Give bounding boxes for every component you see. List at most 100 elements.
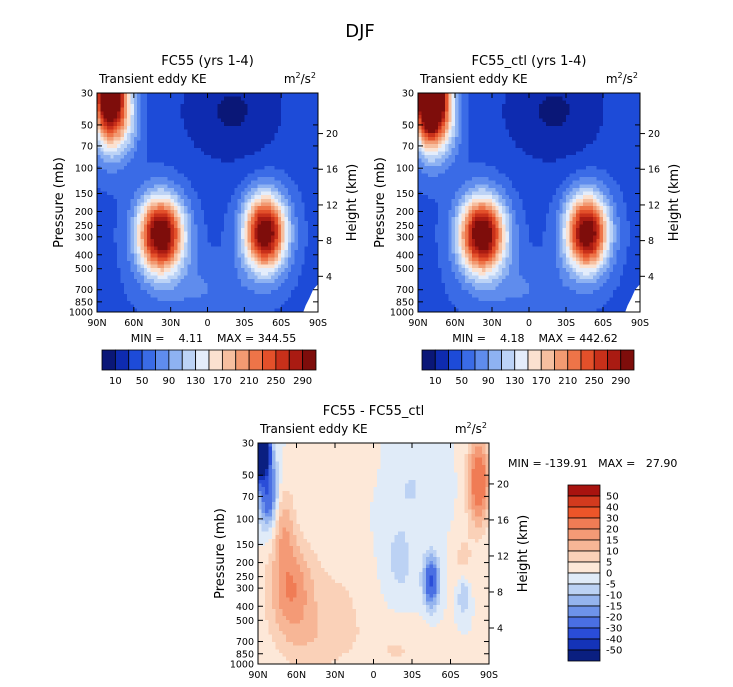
- contour-cell: [451, 136, 456, 142]
- contour-cell: [120, 166, 125, 171]
- contour-cell: [468, 184, 473, 189]
- contour-cell: [458, 260, 463, 266]
- contour-cell: [140, 100, 145, 105]
- contour-cell: [424, 144, 429, 149]
- contour-cell: [190, 136, 195, 142]
- contour-cell: [274, 246, 279, 251]
- contour-cell: [160, 279, 165, 284]
- contour-cell: [421, 308, 426, 313]
- contour-cell: [163, 271, 168, 277]
- contour-cell: [110, 301, 115, 306]
- contour-cell: [307, 239, 312, 244]
- contour-cell: [153, 166, 158, 171]
- contour-cell: [247, 282, 252, 288]
- contour-cell: [431, 114, 436, 120]
- contour-cell: [234, 206, 239, 211]
- contour-cell: [271, 264, 276, 269]
- contour-cell: [177, 151, 182, 156]
- contour-cell: [113, 202, 118, 207]
- contour-cell: [424, 257, 429, 262]
- contour-cell: [254, 275, 259, 280]
- contour-cell: [438, 231, 443, 236]
- contour-cell: [304, 136, 309, 142]
- contour-cell: [431, 304, 436, 309]
- contour-cell: [133, 209, 138, 215]
- contour-cell: [291, 111, 296, 116]
- contour-cell: [301, 198, 306, 204]
- contour-cell: [254, 166, 259, 171]
- contour-cell: [418, 118, 422, 123]
- contour-cell: [123, 213, 128, 218]
- contour-cell: [157, 275, 162, 280]
- contour-cell: [314, 158, 319, 163]
- contour-cell: [227, 308, 232, 313]
- contour-cell: [113, 260, 118, 266]
- contour-cell: [267, 107, 272, 112]
- contour-cell: [267, 118, 272, 123]
- contour-cell: [140, 129, 145, 134]
- topography-mask: [303, 284, 318, 312]
- contour-cell: [311, 140, 316, 145]
- contour-cell: [424, 249, 429, 255]
- contour-cell: [137, 213, 142, 218]
- contour-cell: [247, 268, 252, 273]
- contour-cell: [458, 111, 463, 116]
- contour-cell: [281, 187, 286, 193]
- contour-cell: [120, 224, 125, 229]
- contour-cell: [147, 290, 152, 295]
- contour-cell: [307, 253, 312, 258]
- contour-cell: [217, 257, 222, 262]
- contour-cell: [167, 144, 172, 149]
- contour-cell: [240, 162, 245, 167]
- contour-cell: [431, 297, 436, 302]
- contour-cell: [163, 93, 168, 98]
- contour-cell: [103, 213, 108, 218]
- contour-cell: [311, 158, 316, 163]
- contour-cell: [174, 107, 178, 112]
- contour-cell: [207, 166, 212, 171]
- contour-cell: [103, 297, 108, 302]
- contour-cell: [217, 293, 222, 298]
- contour-cell: [180, 228, 185, 233]
- contour-cell: [277, 125, 282, 131]
- contour-cell: [444, 257, 449, 262]
- contour-cell: [254, 100, 259, 105]
- contour-cell: [451, 187, 456, 193]
- contour-cell: [314, 206, 319, 211]
- contour-cell: [210, 220, 215, 225]
- contour-cell: [438, 286, 443, 291]
- contour-cell: [257, 93, 262, 98]
- contour-cell: [130, 162, 135, 167]
- contour-cell: [287, 151, 292, 156]
- contour-cell: [434, 286, 439, 291]
- contour-cell: [277, 231, 282, 236]
- contour-cell: [107, 140, 111, 145]
- contour-cell: [107, 286, 111, 291]
- contour-cell: [438, 166, 443, 171]
- contour-cell: [307, 100, 312, 105]
- contour-cell: [444, 308, 449, 313]
- contour-cell: [297, 257, 302, 262]
- contour-cell: [187, 239, 192, 244]
- contour-cell: [428, 180, 433, 185]
- contour-cell: [468, 107, 473, 112]
- contour-cell: [117, 213, 122, 218]
- contour-cell: [220, 290, 225, 295]
- contour-cell: [120, 246, 125, 251]
- contour-cell: [267, 191, 272, 196]
- contour-cell: [418, 220, 422, 225]
- contour-cell: [153, 155, 158, 160]
- contour-cell: [100, 191, 105, 196]
- contour-cell: [451, 118, 456, 123]
- contour-cell: [307, 129, 312, 134]
- contour-cell: [190, 166, 195, 171]
- contour-cell: [294, 118, 299, 123]
- contour-cell: [314, 147, 319, 152]
- contour-cell: [100, 264, 105, 269]
- contour-cell: [287, 286, 292, 291]
- contour-cell: [137, 140, 142, 145]
- contour-cell: [220, 235, 225, 240]
- contour-cell: [133, 279, 138, 284]
- contour-cell: [237, 111, 242, 116]
- contour-cell: [294, 111, 299, 116]
